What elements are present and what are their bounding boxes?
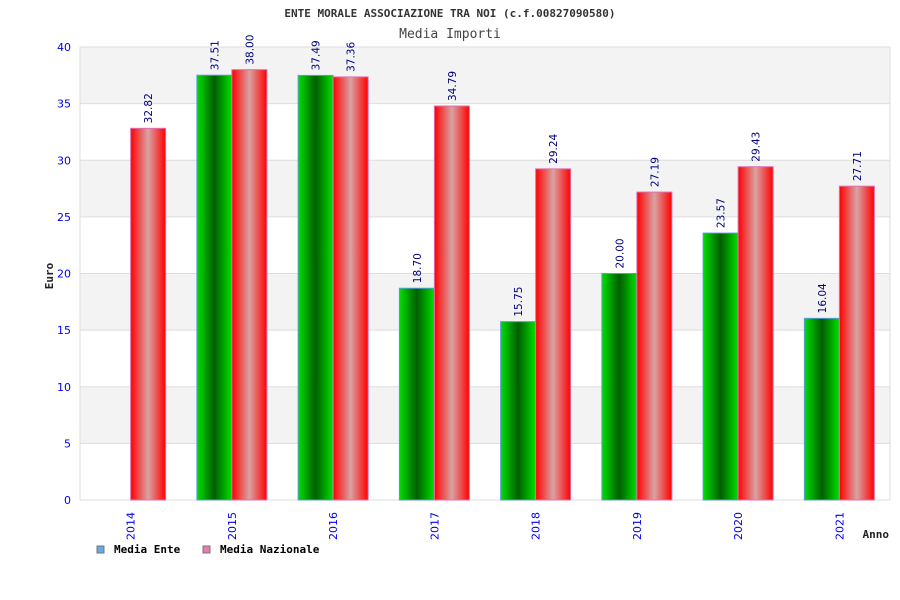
y-tick-label: 15 [57,324,71,337]
x-tick-label: 2020 [732,512,745,540]
x-tick-label: 2021 [833,512,846,540]
y-tick-label: 30 [57,154,71,167]
value-label: 37.49 [311,40,323,70]
y-tick-label: 10 [57,381,71,394]
value-label: 23.57 [716,198,728,228]
bar-media-nazionale-2020 [737,166,774,501]
bar-media-ente-2016 [297,74,334,501]
bar-media-nazionale-2021 [838,185,875,501]
chart-subtitle: Media Importi [399,27,501,42]
value-label: 37.51 [209,40,221,70]
value-label: 27.71 [852,151,864,181]
y-axis-label: Euro [43,262,56,289]
x-tick-label: 2018 [530,512,543,540]
y-tick-label: 0 [64,494,71,507]
legend-swatch [96,545,105,554]
bar-media-nazionale-2017 [433,105,470,501]
value-label: 29.43 [751,132,763,162]
legend-label: Media Nazionale [220,543,320,556]
bar-media-nazionale-2019 [636,191,673,501]
bar-media-nazionale-2018 [535,168,572,501]
chart-title: ENTE MORALE ASSOCIAZIONE TRA NOI (c.f.00… [284,7,615,20]
bar-media-ente-2015 [196,74,233,501]
x-tick-label: 2014 [125,512,138,540]
y-tick-label: 25 [57,211,71,224]
y-tick-label: 5 [64,437,71,450]
value-label: 32.82 [143,93,155,123]
bar-media-ente-2021 [803,317,840,501]
legend-label: Media Ente [114,543,181,556]
bar-media-ente-2018 [500,321,537,501]
value-label: 18.70 [412,253,424,283]
x-tick-label: 2015 [226,512,239,540]
bar-media-ente-2020 [702,232,739,501]
value-label: 29.24 [548,133,560,163]
x-tick-label: 2017 [428,512,441,540]
bar-media-nazionale-2016 [332,76,369,501]
x-tick-label: 2016 [327,512,340,540]
bar-media-ente-2019 [601,273,638,501]
value-label: 16.04 [817,283,829,313]
bar-media-nazionale-2014 [130,127,167,501]
value-label: 27.19 [649,157,661,187]
bar-media-ente-2017 [398,287,435,501]
x-tick-label: 2019 [631,512,644,540]
y-tick-label: 35 [57,98,71,111]
value-label: 38.00 [244,35,256,65]
x-axis-label: Anno [863,528,890,541]
legend-swatch [202,545,211,554]
bar-media-nazionale-2015 [231,69,268,501]
value-label: 34.79 [447,71,459,101]
value-label: 37.36 [346,42,358,72]
value-label: 15.75 [513,287,525,317]
y-tick-label: 40 [57,41,71,54]
y-tick-label: 20 [57,268,71,281]
value-label: 20.00 [614,238,626,268]
